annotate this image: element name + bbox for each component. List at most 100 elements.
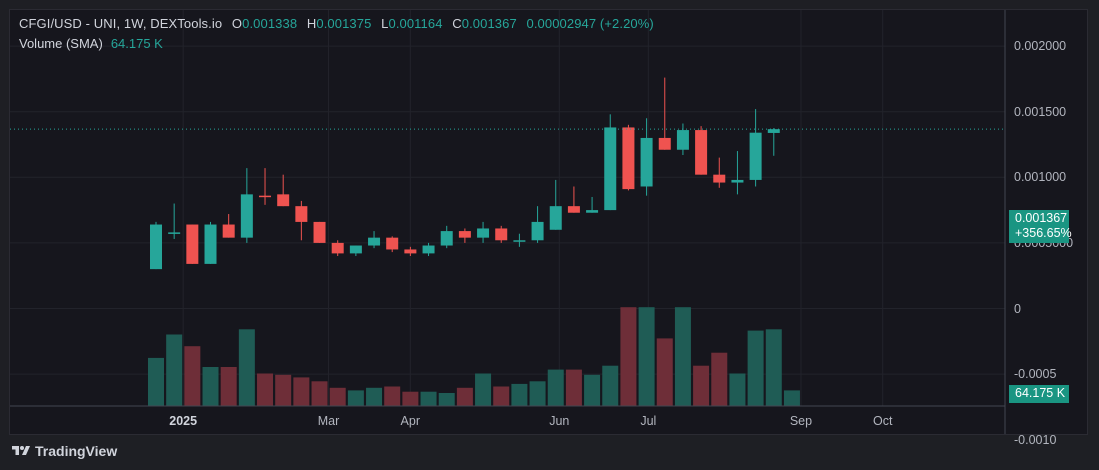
candle [622, 124, 635, 191]
time-tick-label: Jul [640, 414, 657, 428]
price-tick-label: -0.0010 [1014, 432, 1057, 447]
volume-bar [529, 381, 546, 406]
volume-bar [711, 352, 728, 406]
volume-bar [184, 346, 201, 406]
change-value: 0.00002947 (+2.20%) [526, 16, 654, 31]
candle [676, 123, 689, 155]
candle-body [349, 245, 362, 254]
candle-body [767, 129, 780, 133]
candle-body [368, 237, 381, 246]
volume-bar [293, 377, 310, 406]
candle [422, 242, 435, 257]
candle-body [422, 245, 435, 254]
candle-body [222, 224, 235, 238]
candle [640, 118, 653, 196]
candle-body [386, 237, 399, 250]
candle [695, 126, 708, 175]
candle [295, 200, 308, 241]
volume-bar [693, 365, 710, 406]
volume-bar [311, 381, 328, 406]
volume-bar [366, 387, 383, 406]
candle [259, 168, 272, 205]
candle-body [695, 130, 708, 175]
low-value: 0.001164 [388, 16, 443, 31]
candle [658, 77, 671, 150]
candle [349, 245, 362, 257]
candle-body [531, 221, 544, 241]
high-value: 0.001375 [316, 16, 372, 31]
candles [150, 77, 780, 270]
volume-bar [565, 369, 582, 406]
volume-bar [257, 373, 274, 406]
candle [440, 225, 453, 249]
candle-body [713, 174, 726, 183]
candle [767, 128, 780, 156]
candle [368, 231, 381, 249]
candle-body [404, 249, 417, 254]
time-tick-label: Sep [789, 414, 813, 428]
candle [186, 224, 199, 264]
candle-body [458, 231, 471, 238]
time-tick-label: Apr [400, 414, 421, 428]
candle [204, 221, 217, 264]
last-price-badge: 0.001367 +356.65% [1009, 210, 1072, 243]
candle-body [477, 228, 490, 238]
volume-bar [275, 374, 292, 406]
low-label: L [381, 16, 389, 31]
volume-bar [493, 386, 510, 406]
candle-body [749, 132, 762, 180]
candle [549, 179, 562, 230]
last-price-change: +356.65% [1015, 226, 1072, 240]
candle [586, 196, 599, 213]
candle-body [586, 210, 599, 213]
volume-value: 64.175 K [110, 36, 163, 51]
volume-bar [420, 391, 437, 406]
candle-body [259, 195, 272, 198]
candle [604, 114, 617, 211]
candle-body [640, 137, 653, 187]
candle-body [168, 232, 181, 234]
last-price-value: 0.001367 [1015, 211, 1068, 225]
volume-bar [166, 334, 183, 406]
candle [731, 151, 744, 195]
volume-bar [202, 367, 219, 406]
candle-body [204, 224, 217, 264]
volume-bar [674, 307, 691, 406]
candle-body [622, 127, 635, 190]
price-tick-label: 0 [1014, 301, 1021, 316]
candle-body [676, 130, 689, 150]
close-value: 0.001367 [461, 16, 517, 31]
candle-body [331, 242, 344, 254]
candle [313, 221, 326, 243]
volume-bar [347, 390, 364, 406]
candle [404, 246, 417, 257]
volume-bar [602, 365, 619, 406]
volume-bar [765, 329, 782, 406]
volume-bar [620, 307, 637, 406]
symbol-title[interactable]: CFGI/USD - UNI, 1W, DEXTools.io [19, 16, 223, 31]
volume-bar [584, 374, 601, 406]
candle-body [495, 228, 508, 241]
candle [567, 186, 580, 213]
candle [222, 214, 235, 238]
price-tick-label: 0.001500 [1014, 104, 1067, 119]
volume-bar [511, 383, 528, 406]
candle [331, 240, 344, 257]
candle [168, 203, 181, 239]
volume-bar [656, 338, 673, 406]
volume-bar [456, 387, 473, 406]
candle-body [295, 206, 308, 222]
volume-label[interactable]: Volume (SMA) [19, 36, 103, 51]
tradingview-brand[interactable]: TradingView [11, 443, 117, 459]
candle-body [277, 194, 290, 207]
volume-bar [329, 387, 346, 406]
grid-lines [10, 10, 1005, 406]
candle [513, 233, 526, 247]
volume-bar [402, 391, 419, 406]
volume-bar [638, 307, 655, 406]
volume-bar [438, 393, 455, 406]
volume-bar [729, 373, 746, 406]
volume-bar [148, 357, 164, 406]
candle [495, 225, 508, 243]
